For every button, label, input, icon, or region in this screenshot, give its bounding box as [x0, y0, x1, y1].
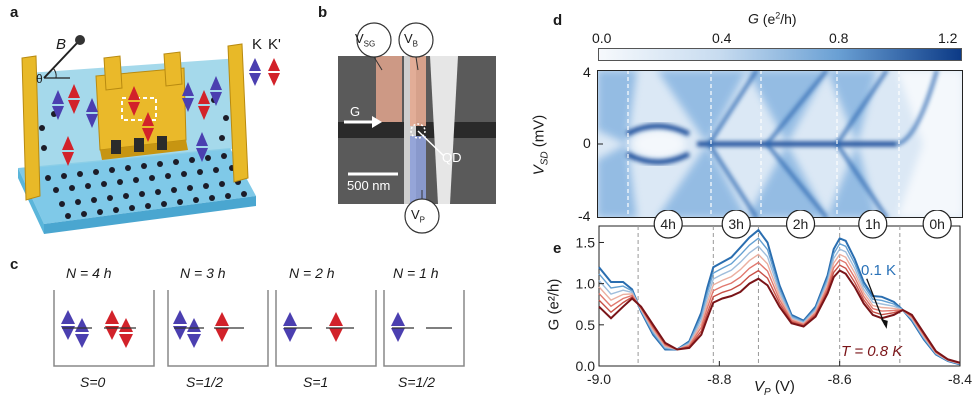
panel-label-b: b [318, 4, 328, 21]
occupancy-label-4: 0h [929, 216, 945, 232]
colorbar-tick-1: 0.4 [712, 30, 732, 46]
map-ylabel: VSD (mV) [530, 114, 551, 176]
spin-arrows [52, 76, 222, 166]
temperature-arrow [866, 278, 886, 326]
trace-1 [598, 237, 961, 365]
trace-0 [598, 228, 961, 366]
state-boxes [53, 290, 465, 367]
temperature-arrow-head [880, 318, 888, 329]
xtick-label-2: -8.6 [828, 371, 852, 387]
colorbar [598, 48, 962, 61]
trace-4 [598, 258, 961, 364]
occupancy-label-3: 1h [865, 216, 881, 232]
trace-6 [598, 269, 961, 364]
occupancy-label-1: 3h [728, 216, 744, 232]
map-ytick-minus4: -4 [578, 208, 591, 224]
state-spin-2h: S=1 [303, 374, 329, 390]
lattice-dots [39, 97, 247, 219]
scalebar-label: 500 nm [347, 178, 391, 193]
map-ytick-0: 0 [583, 135, 591, 151]
gate-label-vsg: VSG [355, 31, 376, 49]
annotation-low-temp: 0.1 K [861, 262, 897, 279]
ytick-label-3: 1.5 [576, 234, 596, 250]
temperature-traces-chart: 0.0 0.5 1.0 1.5 -9.0 -8.8 -8.6 -8.4 4h 3h 2h 1h 0h [576, 210, 972, 387]
state-spin-4h: S=0 [80, 374, 106, 390]
valley-legend-spins [249, 58, 280, 86]
angle-label-theta: θ [36, 72, 43, 86]
occupancy-circle-1 [721, 210, 751, 239]
colorbar-tick-3: 1.2 [938, 30, 958, 46]
ytick-label-1: 0.5 [576, 317, 596, 333]
current-arrow-label: G [350, 104, 361, 119]
occupancy-label-0: 4h [660, 216, 676, 232]
panel-label-d: d [553, 12, 563, 29]
trace-3 [598, 253, 961, 365]
colorbar-tick-0: 0.0 [592, 30, 612, 46]
sem-micrograph [338, 56, 496, 204]
device-illustration [18, 35, 256, 234]
trace-ylabel: G (e²/h) [545, 278, 563, 331]
xtick-label-1: -8.8 [707, 371, 731, 387]
state-title-1h: N = 1 h [393, 265, 439, 281]
xtick-label-0: -9.0 [587, 371, 611, 387]
panel-label-a: a [10, 4, 19, 21]
state-spin-3h: S=1/2 [186, 374, 223, 390]
trace-2 [598, 245, 961, 365]
trace-xlabel: VP (V) [754, 378, 795, 398]
valley-label-kprime: K' [268, 36, 281, 53]
panel-label-e: e [553, 240, 562, 257]
ytick-label-2: 1.0 [576, 276, 596, 292]
state-title-4h: N = 4 h [66, 265, 112, 281]
gate-circles [356, 22, 440, 234]
state-title-2h: N = 2 h [289, 265, 335, 281]
xtick-label-3: -8.4 [948, 371, 972, 387]
field-label-b: B [56, 36, 67, 53]
gate-label-vp: VP [411, 207, 426, 225]
panel-label-c: c [10, 256, 19, 273]
occupancy-circle-4 [922, 210, 952, 239]
occupancy-circle-3 [858, 210, 888, 239]
state-title-3h: N = 3 h [180, 265, 226, 281]
annotation-high-temp: T = 0.8 K [841, 343, 903, 360]
state-spin-1h: S=1/2 [398, 374, 435, 390]
colorbar-title: G (e2/h) [748, 10, 797, 27]
map-ytick-4: 4 [583, 64, 591, 80]
gate-label-vb: VB [404, 31, 419, 49]
ytick-label-0: 0.0 [576, 358, 596, 374]
colorbar-tick-2: 0.8 [829, 30, 849, 46]
occupancy-circle-2 [785, 210, 816, 239]
occupancy-label-2: 2h [793, 216, 809, 232]
valley-label-k: K [252, 36, 263, 53]
conductance-map [597, 70, 963, 218]
occupancy-circle-0 [653, 210, 683, 239]
qd-label: QD [442, 150, 462, 165]
plot-frame [598, 225, 961, 367]
